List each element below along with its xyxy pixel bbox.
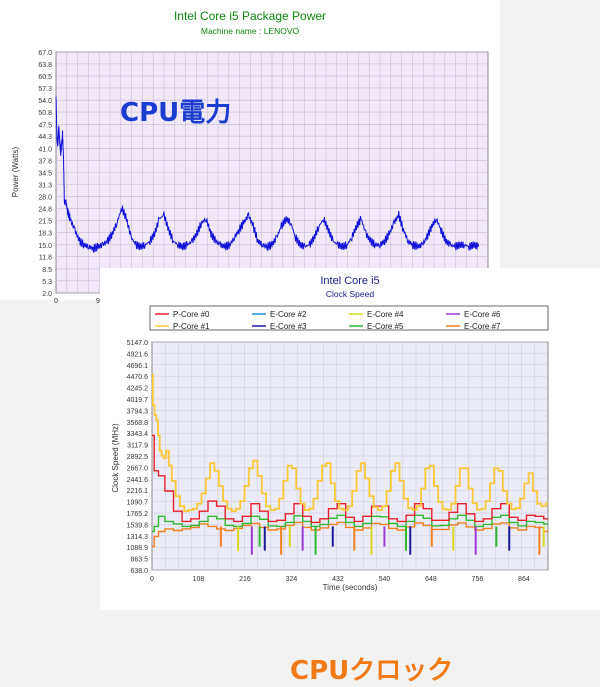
power-overlay-label: CPU電力 (120, 98, 232, 128)
legend-label: E-Core #7 (464, 322, 501, 331)
legend-label: E-Core #3 (270, 322, 307, 331)
x-tick-label: 0 (54, 298, 58, 305)
y-tick-label: 4921.6 (127, 351, 149, 358)
y-tick-label: 2.0 (42, 291, 52, 298)
y-tick-label: 50.8 (38, 110, 52, 117)
y-tick-label: 34.5 (38, 171, 52, 178)
y-axis-label: Power (Watts) (11, 146, 20, 197)
y-tick-label: 2892.5 (127, 454, 149, 461)
y-axis-label: Clock Speed (MHz) (111, 423, 120, 493)
y-tick-label: 54.0 (38, 98, 52, 105)
y-tick-label: 4019.7 (127, 397, 149, 404)
y-tick-label: 1088.9 (127, 545, 149, 552)
x-tick-label: 9 (96, 298, 100, 305)
chart-subtitle: Clock Speed (326, 289, 374, 299)
series-line-p-core-1 (152, 373, 548, 513)
y-tick-label: 44.3 (38, 134, 52, 141)
y-tick-label: 57.3 (38, 86, 52, 93)
y-tick-label: 21.5 (38, 219, 52, 226)
series-line-e-core-5 (152, 514, 548, 533)
y-tick-label: 15.0 (38, 243, 52, 250)
y-tick-label: 5147.0 (127, 340, 149, 347)
y-tick-label: 2441.6 (127, 477, 149, 484)
y-tick-label: 28.0 (38, 195, 52, 202)
x-tick-label: 324 (286, 576, 298, 583)
y-tick-label: 3568.8 (127, 420, 149, 427)
y-tick-label: 863.5 (130, 557, 148, 564)
y-tick-label: 67.0 (38, 50, 52, 57)
series-line-p-core-0 (152, 434, 548, 524)
y-tick-label: 41.0 (38, 146, 52, 153)
y-tick-label: 2667.0 (127, 465, 149, 472)
legend-label: E-Core #6 (464, 310, 501, 319)
x-tick-label: 216 (239, 576, 251, 583)
y-tick-label: 18.3 (38, 231, 52, 238)
y-tick-label: 31.3 (38, 182, 52, 189)
y-tick-label: 3117.9 (127, 443, 148, 450)
x-tick-label: 756 (472, 576, 484, 583)
y-tick-label: 4245.2 (127, 386, 149, 393)
y-tick-label: 11.8 (39, 255, 52, 262)
y-tick-label: 3794.3 (127, 408, 149, 415)
power-chart-panel: Intel Core i5 Package Power Machine name… (0, 0, 500, 305)
y-tick-label: 63.8 (38, 62, 52, 69)
y-tick-label: 4696.1 (127, 363, 149, 370)
legend-label: E-Core #5 (367, 322, 404, 331)
y-tick-label: 37.8 (38, 158, 52, 165)
y-tick-label: 8.5 (42, 267, 52, 274)
x-tick-label: 648 (425, 576, 437, 583)
clock-overlay-label: CPUクロック (290, 656, 454, 686)
y-tick-label: 5.3 (42, 279, 52, 286)
legend-label: P-Core #1 (173, 322, 210, 331)
y-tick-label: 4470.6 (127, 374, 149, 381)
x-tick-label: 864 (518, 576, 530, 583)
chart-subtitle: Machine name : LENOVO (201, 26, 300, 36)
y-tick-label: 24.8 (38, 206, 52, 213)
power-series-line (55, 96, 480, 253)
legend-label: P-Core #0 (173, 310, 210, 319)
legend-label: E-Core #4 (367, 310, 404, 319)
legend-label: E-Core #2 (270, 310, 307, 319)
clock-chart-panel: Intel Core i5 Clock Speed P-Core #0 E-Cor… (100, 268, 600, 686)
y-tick-label: 60.5 (38, 74, 52, 81)
y-tick-label: 638.0 (130, 568, 148, 575)
y-tick-label: 47.5 (38, 122, 52, 129)
y-tick-label: 2216.1 (127, 488, 149, 495)
y-tick-label: 1990.7 (127, 500, 149, 507)
y-tick-label: 3343.4 (127, 431, 149, 438)
x-tick-label: 540 (379, 576, 391, 583)
legend: P-Core #0 E-Core #2 E-Core #4 E-Core #6 P-Co… (149, 305, 549, 331)
x-tick-label: 0 (150, 576, 154, 583)
y-tick-label: 1765.2 (127, 511, 149, 518)
power-chart: Intel Core i5 Package Power Machine name… (11, 9, 489, 305)
y-tick-label: 1539.8 (127, 522, 149, 529)
y-tick-label: 1314.3 (127, 534, 149, 541)
chart-title: Intel Core i5 (320, 275, 379, 287)
clock-chart: Intel Core i5 Clock Speed P-Core #0 E-Cor… (111, 275, 549, 592)
x-axis-label: Time (seconds) (323, 583, 378, 592)
chart-title: Intel Core i5 Package Power (174, 9, 326, 23)
x-tick-label: 432 (332, 576, 344, 583)
x-tick-label: 108 (193, 576, 205, 583)
legend-box (149, 305, 549, 331)
